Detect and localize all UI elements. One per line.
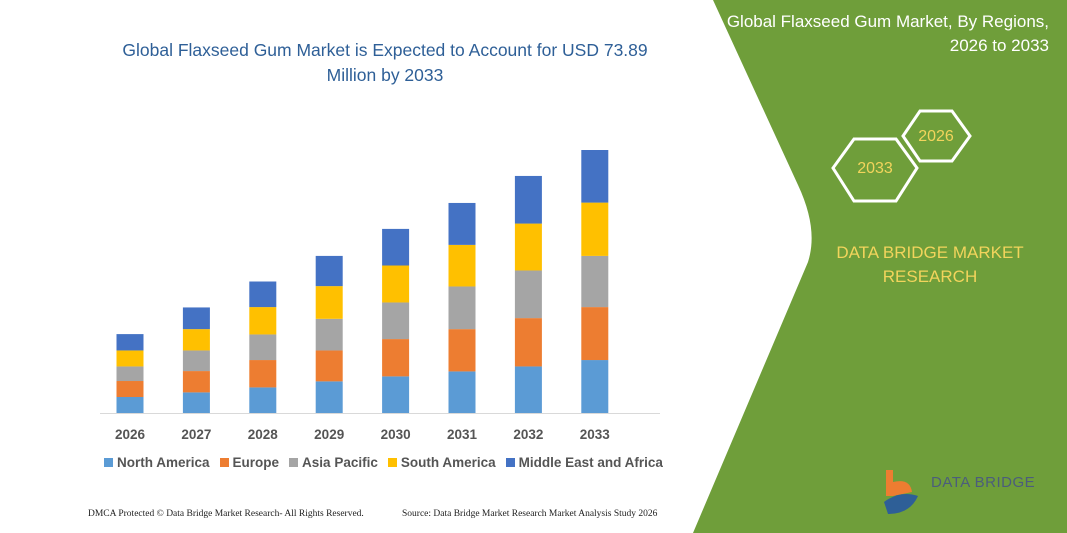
- bar-segment-2032-europe: [514, 318, 542, 367]
- x-tick-label: 2031: [447, 427, 478, 442]
- chart-title: Global Flaxseed Gum Market is Expected t…: [122, 40, 648, 85]
- bar-segment-2031-south-america: [448, 244, 476, 287]
- legend-label: Europe: [232, 455, 280, 470]
- legend-label: North America: [117, 455, 210, 470]
- bar-segment-2028-europe: [249, 360, 277, 388]
- bar-segment-2033-middle-east-and-africa: [581, 150, 609, 203]
- bar-segment-2032-north-america: [514, 366, 542, 413]
- bar-segment-2026-asia-pacific: [116, 366, 144, 382]
- x-tick-label: 2026: [115, 427, 146, 442]
- bar-segment-2029-asia-pacific: [315, 318, 343, 351]
- bar-segment-2026-europe: [116, 381, 144, 398]
- bar-segment-2030-asia-pacific: [382, 302, 410, 340]
- legend-item-north-america: North America: [104, 455, 210, 470]
- legend-swatch: [505, 458, 515, 467]
- legend-item-europe: Europe: [219, 455, 280, 470]
- legend-label: South America: [400, 455, 496, 470]
- bar-segment-2029-south-america: [315, 286, 343, 319]
- bars: [116, 150, 609, 413]
- x-tick-label: 2029: [314, 427, 344, 442]
- bar-segment-2032-asia-pacific: [514, 270, 542, 319]
- legend: North America Europe Asia Pacific South …: [104, 455, 663, 470]
- x-tick-label: 2033: [580, 427, 611, 442]
- brand-text: DATA BRIDGE MARKET RESEARCH: [836, 243, 1024, 286]
- copyright-text: DMCA Protected © Data Bridge Market Rese…: [88, 509, 364, 519]
- hexagon-2026: [901, 109, 972, 163]
- bar-segment-2028-middle-east-and-africa: [249, 281, 277, 308]
- bar-segment-2032-south-america: [514, 223, 542, 271]
- bar-segment-2031-north-america: [448, 371, 476, 413]
- bar-segment-2029-europe: [315, 350, 343, 382]
- bar-segment-2028-asia-pacific: [249, 334, 277, 361]
- bar-segment-2033-north-america: [581, 360, 609, 413]
- data-bridge-logo-icon: [884, 470, 918, 514]
- legend-item-asia-pacific: Asia Pacific: [289, 455, 378, 470]
- x-tick-labels: 2026 2027 2028 2029 2030 2031 2032 2033: [115, 427, 610, 442]
- bar-segment-2027-asia-pacific: [182, 350, 210, 372]
- legend-label: Asia Pacific: [302, 455, 378, 470]
- bar-segment-2027-south-america: [182, 329, 210, 351]
- x-tick-label: 2030: [381, 427, 411, 442]
- bar-segment-2031-middle-east-and-africa: [448, 202, 476, 245]
- x-tick-label: 2027: [181, 427, 211, 442]
- bar-segment-2030-middle-east-and-africa: [382, 228, 410, 266]
- bar-segment-2030-south-america: [382, 265, 410, 303]
- bar-segment-2033-south-america: [581, 202, 609, 256]
- bar-segment-2033-asia-pacific: [581, 255, 609, 308]
- bar-segment-2026-middle-east-and-africa: [116, 334, 144, 351]
- bar-segment-2026-south-america: [116, 350, 144, 367]
- source-text: Source: Data Bridge Market Research Mark…: [402, 509, 658, 519]
- bar-segment-2027-europe: [182, 371, 210, 393]
- legend-swatch: [219, 458, 229, 467]
- bar-segment-2032-middle-east-and-africa: [514, 175, 542, 224]
- green-side-panel: [693, 0, 1067, 533]
- bar-segment-2030-europe: [382, 339, 410, 377]
- legend-item-middle-east-africa: Middle East and Africa: [505, 455, 663, 470]
- x-tick-label: 2028: [248, 427, 279, 442]
- bar-segment-2031-asia-pacific: [448, 286, 476, 330]
- bar-segment-2029-middle-east-and-africa: [315, 255, 343, 287]
- hex-label-2026: 2026: [918, 128, 954, 145]
- bar-segment-2033-europe: [581, 307, 609, 361]
- side-panel-title: Global Flaxseed Gum Market, By Regions, …: [726, 12, 1049, 55]
- bar-segment-2029-north-america: [315, 381, 343, 413]
- legend-swatch: [104, 458, 113, 467]
- bar-segment-2026-north-america: [116, 397, 144, 413]
- hex-label-2033: 2033: [857, 160, 893, 177]
- logo-text: DATA BRIDGE: [931, 474, 1036, 491]
- x-tick-label: 2032: [513, 427, 543, 442]
- bar-segment-2030-north-america: [382, 376, 410, 413]
- hexagon-2033: [831, 137, 919, 203]
- legend-swatch: [289, 458, 299, 467]
- bar-segment-2027-middle-east-and-africa: [182, 307, 210, 330]
- bar-segment-2027-north-america: [182, 392, 210, 413]
- bar-segment-2028-south-america: [249, 307, 277, 335]
- legend-swatch: [387, 458, 397, 467]
- legend-label: Middle East and Africa: [518, 455, 663, 470]
- bar-segment-2031-europe: [448, 329, 476, 372]
- bar-segment-2028-north-america: [249, 387, 277, 413]
- legend-item-south-america: South America: [387, 455, 496, 470]
